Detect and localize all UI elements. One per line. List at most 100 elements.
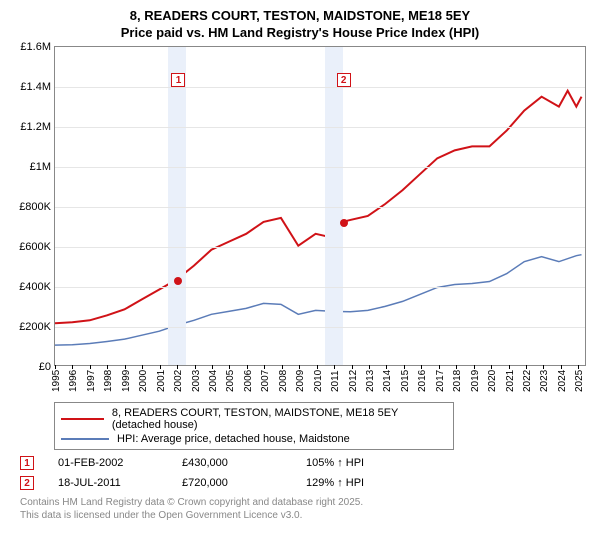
ytick-label: £800K xyxy=(11,201,51,213)
xtick xyxy=(177,365,178,369)
xtick-label: 2012 xyxy=(348,370,359,392)
ytick-label: £200K xyxy=(11,321,51,333)
xtick-label: 2025 xyxy=(574,370,585,392)
xtick-label: 2001 xyxy=(156,370,167,392)
transaction-price: £720,000 xyxy=(182,477,282,489)
xtick xyxy=(55,365,56,369)
xtick xyxy=(107,365,108,369)
xtick xyxy=(334,365,335,369)
xtick xyxy=(247,365,248,369)
ytick-label: £400K xyxy=(11,281,51,293)
xtick-label: 2016 xyxy=(417,370,428,392)
xtick-label: 2022 xyxy=(522,370,533,392)
xtick xyxy=(578,365,579,369)
transaction-row: 218-JUL-2011£720,000129% ↑ HPI xyxy=(20,476,590,490)
gridline-h xyxy=(55,287,585,288)
xtick-label: 2004 xyxy=(208,370,219,392)
transaction-delta: 129% ↑ HPI xyxy=(306,477,406,489)
xtick-label: 2000 xyxy=(138,370,149,392)
xtick-label: 1997 xyxy=(86,370,97,392)
transaction-table: 101-FEB-2002£430,000105% ↑ HPI218-JUL-20… xyxy=(20,456,590,490)
highlight-band xyxy=(325,47,342,365)
xtick xyxy=(90,365,91,369)
legend-item: HPI: Average price, detached house, Maid… xyxy=(61,432,447,446)
transaction-row: 101-FEB-2002£430,000105% ↑ HPI xyxy=(20,456,590,470)
xtick-label: 2015 xyxy=(400,370,411,392)
xtick xyxy=(369,365,370,369)
transaction-marker: 1 xyxy=(20,456,34,470)
xtick-label: 2018 xyxy=(452,370,463,392)
legend-swatch xyxy=(61,438,109,440)
xtick xyxy=(264,365,265,369)
xtick-label: 2010 xyxy=(313,370,324,392)
chart-svg xyxy=(55,47,585,365)
ytick-label: £1.2M xyxy=(11,121,51,133)
annotation-marker: 1 xyxy=(171,73,185,87)
xtick-label: 1995 xyxy=(51,370,62,392)
xtick-label: 2011 xyxy=(330,370,341,392)
annotation-marker: 2 xyxy=(337,73,351,87)
xtick-label: 2002 xyxy=(173,370,184,392)
xtick-label: 2003 xyxy=(191,370,202,392)
series-line-hpi xyxy=(55,254,582,344)
legend-swatch xyxy=(61,418,104,420)
legend: 8, READERS COURT, TESTON, MAIDSTONE, ME1… xyxy=(54,402,454,450)
xtick xyxy=(421,365,422,369)
chart-title: 8, READERS COURT, TESTON, MAIDSTONE, ME1… xyxy=(10,8,590,42)
xtick xyxy=(282,365,283,369)
xtick xyxy=(160,365,161,369)
xtick-label: 2007 xyxy=(260,370,271,392)
xtick xyxy=(456,365,457,369)
xtick-label: 2020 xyxy=(487,370,498,392)
xtick xyxy=(474,365,475,369)
xtick xyxy=(195,365,196,369)
gridline-h xyxy=(55,327,585,328)
xtick xyxy=(386,365,387,369)
gridline-h xyxy=(55,87,585,88)
xtick xyxy=(561,365,562,369)
xtick xyxy=(229,365,230,369)
xtick xyxy=(439,365,440,369)
xtick-label: 2013 xyxy=(365,370,376,392)
xtick-label: 2019 xyxy=(470,370,481,392)
xtick-label: 2009 xyxy=(295,370,306,392)
gridline-h xyxy=(55,207,585,208)
highlight-band xyxy=(168,47,185,365)
ytick-label: £1.6M xyxy=(11,41,51,53)
title-line-1: 8, READERS COURT, TESTON, MAIDSTONE, ME1… xyxy=(10,8,590,25)
transaction-date: 01-FEB-2002 xyxy=(58,457,158,469)
footer-note: Contains HM Land Registry data © Crown c… xyxy=(20,496,590,522)
xtick xyxy=(142,365,143,369)
xtick-label: 2023 xyxy=(539,370,550,392)
xtick-label: 2005 xyxy=(225,370,236,392)
gridline-h xyxy=(55,247,585,248)
ytick-label: £1.4M xyxy=(11,81,51,93)
xtick-label: 2021 xyxy=(505,370,516,392)
xtick xyxy=(299,365,300,369)
footer-line-1: Contains HM Land Registry data © Crown c… xyxy=(20,496,590,509)
gridline-h xyxy=(55,167,585,168)
ytick-label: £600K xyxy=(11,241,51,253)
xtick xyxy=(72,365,73,369)
gridline-h xyxy=(55,127,585,128)
title-line-2: Price paid vs. HM Land Registry's House … xyxy=(10,25,590,42)
data-point-marker xyxy=(174,277,182,285)
legend-label: HPI: Average price, detached house, Maid… xyxy=(117,433,350,445)
xtick-label: 1998 xyxy=(103,370,114,392)
xtick xyxy=(404,365,405,369)
xtick-label: 2008 xyxy=(278,370,289,392)
legend-item: 8, READERS COURT, TESTON, MAIDSTONE, ME1… xyxy=(61,406,447,432)
ytick-label: £1M xyxy=(11,161,51,173)
xtick xyxy=(543,365,544,369)
xtick-label: 2014 xyxy=(382,370,393,392)
xtick-label: 1996 xyxy=(68,370,79,392)
ytick-label: £0 xyxy=(11,361,51,373)
xtick xyxy=(352,365,353,369)
data-point-marker xyxy=(340,219,348,227)
xtick xyxy=(526,365,527,369)
xtick xyxy=(212,365,213,369)
xtick xyxy=(317,365,318,369)
transaction-date: 18-JUL-2011 xyxy=(58,477,158,489)
transaction-delta: 105% ↑ HPI xyxy=(306,457,406,469)
footer-line-2: This data is licensed under the Open Gov… xyxy=(20,509,590,522)
